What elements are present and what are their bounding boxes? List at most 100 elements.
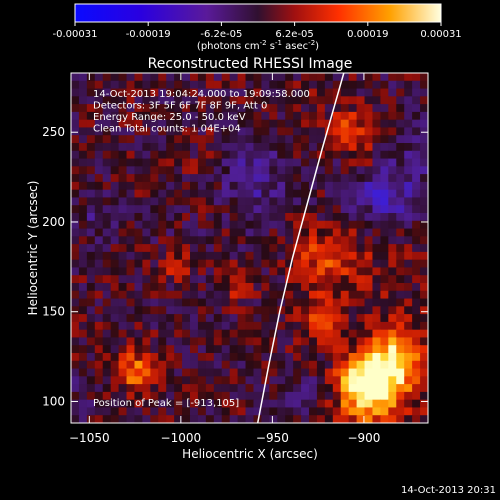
heatmap-cell xyxy=(380,267,389,276)
heatmap-cell xyxy=(86,189,96,199)
heatmap-cell xyxy=(316,244,326,253)
heatmap-cell xyxy=(364,360,374,370)
heatmap-cell xyxy=(158,135,167,144)
heatmap-cell xyxy=(94,80,104,90)
heatmap-cell xyxy=(142,111,151,121)
heatmap-cell xyxy=(190,73,199,82)
heatmap-cell xyxy=(205,189,215,199)
heatmap-cell xyxy=(261,104,270,113)
heatmap-cell xyxy=(158,407,167,416)
heatmap-cell xyxy=(253,337,262,346)
heatmap-cell xyxy=(134,150,143,160)
heatmap-cell xyxy=(340,415,350,423)
heatmap-cell xyxy=(253,267,262,276)
heatmap-cell xyxy=(110,228,120,237)
heatmap-cell xyxy=(412,329,421,339)
heatmap-cell xyxy=(182,213,191,222)
heatmap-cell xyxy=(364,267,374,276)
heatmap-cell xyxy=(142,80,151,90)
heatmap-cell xyxy=(71,259,80,269)
heatmap-cell xyxy=(261,88,270,97)
heatmap-cell xyxy=(348,181,358,191)
heatmap-cell xyxy=(221,337,231,346)
heatmap-cell xyxy=(86,290,96,300)
heatmap-cell xyxy=(126,283,136,292)
heatmap-cell xyxy=(86,111,96,121)
heatmap-cell xyxy=(404,88,413,97)
heatmap-cell xyxy=(205,158,215,167)
heatmap-cell xyxy=(372,283,381,292)
heatmap-cell xyxy=(78,88,88,97)
heatmap-cell xyxy=(269,384,278,393)
heatmap-cell xyxy=(324,306,334,315)
heatmap-cell xyxy=(356,205,366,214)
heatmap-cell xyxy=(277,236,286,245)
heatmap-cell xyxy=(348,228,358,237)
heatmap-cell xyxy=(142,384,151,393)
heatmap-cell xyxy=(150,80,159,90)
heatmap-cell xyxy=(158,391,167,401)
heatmap-cell xyxy=(221,321,231,331)
heatmap-cell xyxy=(340,205,350,214)
heatmap-cell xyxy=(396,119,405,129)
heatmap-cell xyxy=(94,267,104,276)
heatmap-cell xyxy=(166,275,175,284)
heatmap-cell xyxy=(269,96,278,105)
heatmap-cell xyxy=(332,391,342,401)
heatmap-cell xyxy=(388,329,397,339)
heatmap-cell xyxy=(213,314,223,323)
heatmap-cell xyxy=(197,251,207,261)
heatmap-cell xyxy=(134,104,143,113)
heatmap-cell xyxy=(253,143,262,152)
heatmap-cell xyxy=(150,259,159,269)
heatmap-cell xyxy=(126,368,136,377)
heatmap-cell xyxy=(118,220,128,230)
heatmap-cell xyxy=(324,150,334,160)
heatmap-cell xyxy=(229,337,239,346)
heatmap-cell xyxy=(348,251,358,261)
heatmap-cell xyxy=(118,150,128,160)
heatmap-cell xyxy=(396,275,405,284)
heatmap-cell xyxy=(285,80,294,90)
heatmap-cell xyxy=(86,376,96,385)
heatmap-cell xyxy=(166,143,175,152)
heatmap-cell xyxy=(388,415,397,423)
heatmap-cell xyxy=(86,391,96,401)
heatmap-cell xyxy=(293,283,302,292)
heatmap-cell xyxy=(372,360,381,370)
heatmap-cell xyxy=(412,73,421,82)
heatmap-cell xyxy=(213,88,223,97)
heatmap-cell xyxy=(190,220,199,230)
heatmap-cell xyxy=(71,290,80,300)
heatmap-cell xyxy=(301,267,310,276)
heatmap-cell xyxy=(277,135,286,144)
heatmap-cell xyxy=(118,275,128,284)
heatmap-cell xyxy=(166,150,175,160)
heatmap-cell xyxy=(340,376,350,385)
heatmap-cell xyxy=(285,220,294,230)
heatmap-cell xyxy=(348,189,358,199)
heatmap-cell xyxy=(412,306,421,315)
heatmap-cell xyxy=(182,259,191,269)
heatmap-cell xyxy=(150,127,159,136)
heatmap-cell xyxy=(253,251,262,261)
heatmap-cell xyxy=(110,181,120,191)
heatmap-cell xyxy=(150,275,159,284)
heatmap-cell xyxy=(324,329,334,339)
heatmap-cell xyxy=(174,244,183,253)
heatmap-cell xyxy=(229,174,239,183)
heatmap-cell xyxy=(253,189,262,199)
heatmap-cell xyxy=(190,244,199,253)
heatmap-cell xyxy=(316,205,326,214)
heatmap-cell xyxy=(86,384,96,393)
heatmap-cell xyxy=(380,345,389,354)
heatmap-cell xyxy=(316,407,326,416)
heatmap-cell xyxy=(372,391,381,401)
heatmap-cell xyxy=(237,329,247,339)
heatmap-cell xyxy=(94,73,104,82)
heatmap-cell xyxy=(197,197,207,206)
heatmap-cell xyxy=(182,415,191,423)
heatmap-cell xyxy=(197,127,207,136)
heatmap-cell xyxy=(285,213,294,222)
heatmap-cell xyxy=(190,376,199,385)
